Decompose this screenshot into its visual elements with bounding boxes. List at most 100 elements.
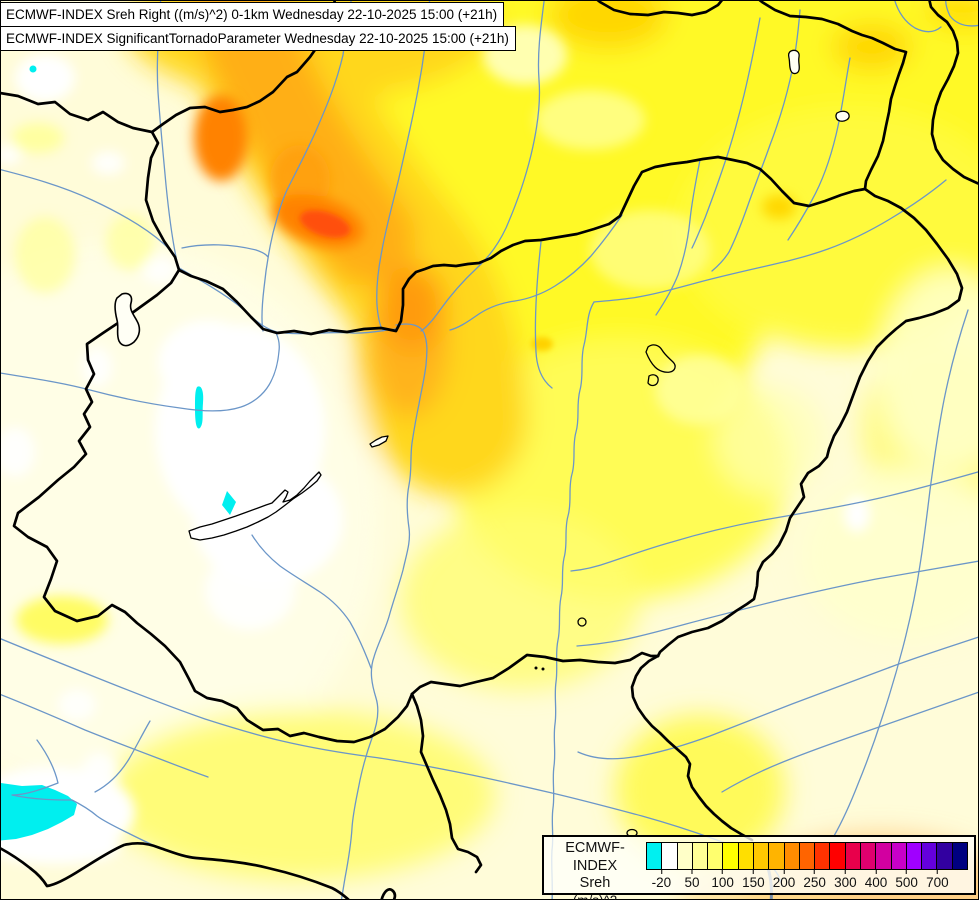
river-east-plain <box>833 309 969 837</box>
hotspot-core-max <box>299 210 351 238</box>
border-croatia-serbia-danube <box>410 692 483 874</box>
shade-region <box>0 832 120 864</box>
legend-tick: 250 <box>803 870 826 890</box>
legend-tick: 300 <box>834 870 857 890</box>
legend-tick: 500 <box>895 870 918 890</box>
shade-region <box>548 0 668 49</box>
shade-region <box>15 54 75 102</box>
legend-color-cell <box>752 842 770 870</box>
border-hungary-serbia <box>630 654 754 842</box>
legend-color-cell <box>722 842 739 870</box>
legend-tick: 400 <box>865 870 887 890</box>
legend-color-cell <box>814 842 831 870</box>
legend-color-cell <box>951 842 968 870</box>
river-maros <box>577 636 979 760</box>
legend-color-cell <box>646 842 663 870</box>
sreh-shading-detail <box>0 25 870 864</box>
legend-color-cell <box>661 842 678 870</box>
legend-tick: 50 <box>684 870 700 890</box>
shade-region <box>91 151 125 175</box>
shade-region <box>0 145 21 165</box>
legend-color-cell <box>936 842 953 870</box>
legend-tick: 200 <box>773 870 795 890</box>
shade-region <box>105 710 495 880</box>
shade-region <box>590 210 710 290</box>
legend-ticks: -20 50 100 150 200 250 300 400 500 700 <box>646 870 968 892</box>
cyan-area-southwest <box>0 782 77 841</box>
cyan-dot-northwest <box>29 65 37 73</box>
river-ipoly <box>449 214 623 331</box>
shade-region <box>205 550 295 630</box>
negative-sreh-areas <box>0 65 236 841</box>
border-hungary-croatia-east <box>410 651 660 696</box>
legend-color-cell <box>875 842 892 870</box>
river-vah <box>261 0 352 332</box>
map-dot <box>541 667 545 671</box>
sreh-hotspot <box>299 210 553 351</box>
legend-color-cell <box>783 842 800 870</box>
river-laborec <box>787 57 851 241</box>
legend-label-block: ECMWF-INDEX Sreh (m/s)^2 <box>544 837 646 900</box>
shade-region <box>194 95 248 181</box>
river-little-danube <box>181 244 269 258</box>
river-mura-lower <box>11 739 161 849</box>
lake-small-center <box>577 617 587 627</box>
legend-color-cell <box>890 842 907 870</box>
legend-color-cell <box>707 842 724 870</box>
river-sio <box>251 534 372 669</box>
river-southeast <box>721 691 979 793</box>
shade-region <box>82 347 112 387</box>
river-koros-north <box>570 471 979 572</box>
shade-region <box>158 320 258 404</box>
lakes <box>114 49 850 838</box>
legend-color-cell <box>844 842 861 870</box>
lake-east-slovakia-small <box>835 110 850 122</box>
shade-region <box>832 23 912 71</box>
legend-color-cell <box>859 842 877 870</box>
legend-tick: -20 <box>652 870 671 890</box>
shade-region <box>12 123 64 153</box>
map-dot <box>534 666 538 670</box>
border-slovakia-poland-ukraine <box>757 0 908 191</box>
river-hron <box>420 0 545 332</box>
legend-bar-area: -20 50 100 150 200 250 300 400 500 700 <box>646 837 974 893</box>
legend-color-cell <box>829 842 846 870</box>
river-hornad <box>691 17 761 249</box>
legend-tick: 100 <box>711 870 734 890</box>
cyan-patch-small <box>222 491 236 515</box>
lake-balaton <box>188 471 322 541</box>
shade-region <box>680 110 979 350</box>
shade-region <box>142 256 178 284</box>
border-croatia-south <box>0 841 351 900</box>
lake-zemplinska <box>787 49 800 75</box>
shade-region <box>400 510 640 690</box>
map-title-primary-text: ECMWF-INDEX Sreh Right ((m/s)^2) 0-1km W… <box>6 7 498 22</box>
legend-units: (m/s)^2 <box>544 893 646 900</box>
legend-color-cell <box>691 842 709 870</box>
river-koros-south <box>576 560 979 647</box>
border-hungary-ukraine-romania <box>656 187 964 658</box>
border-slovakia-poland-west <box>595 0 724 17</box>
border-south-hook <box>380 888 397 900</box>
legend-product-name: ECMWF-INDEX <box>565 840 625 874</box>
cyan-sliver-lake <box>195 386 204 429</box>
river-northeast-2 <box>945 0 979 27</box>
river-danube-south <box>340 323 428 900</box>
shade-region <box>880 270 979 470</box>
map-title-secondary: ECMWF-INDEX SignificantTornadoParameter … <box>0 26 516 51</box>
shade-region <box>655 355 745 425</box>
shade-region <box>58 689 96 721</box>
border-slovakia-hungary <box>177 155 867 336</box>
shade-region <box>844 496 870 532</box>
shade-region <box>0 427 35 477</box>
legend-color-cell <box>905 842 923 870</box>
river-northeast-1 <box>893 0 942 33</box>
shade-region <box>531 337 553 351</box>
legend-tick: 150 <box>742 870 765 890</box>
legend-color-cell <box>798 842 816 870</box>
legend-color-cell <box>737 842 754 870</box>
river-tisza-upper <box>593 179 947 303</box>
